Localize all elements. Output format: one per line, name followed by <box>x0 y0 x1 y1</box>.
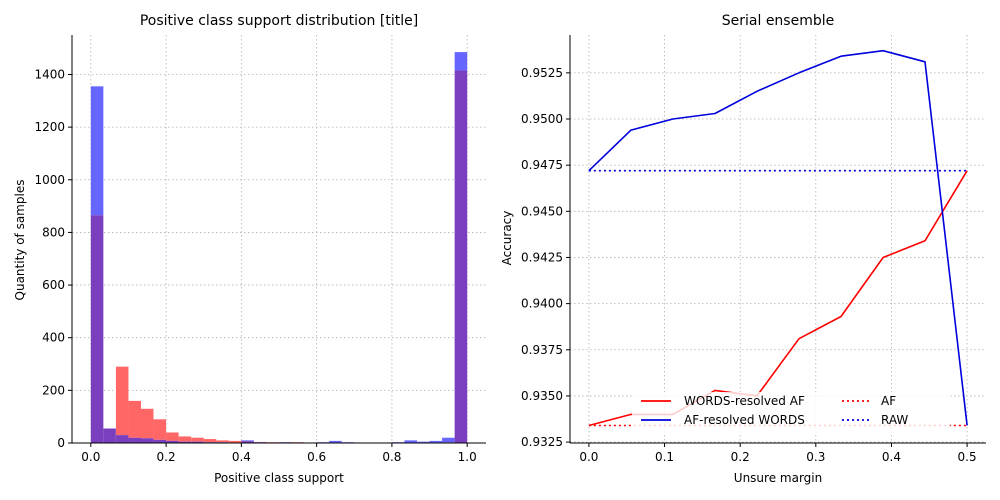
line-ytick-label: 0.9350 <box>521 389 563 403</box>
hist-bar <box>404 440 417 443</box>
hist-bar-overlap <box>166 440 179 443</box>
hist-bar-overlap <box>140 438 154 443</box>
line-ytick-label: 0.9325 <box>521 435 563 449</box>
hist-title: Positive class support distribution [tit… <box>140 13 418 29</box>
hist-bar-overlap <box>103 428 116 443</box>
hist-bar <box>216 440 229 443</box>
hist-ytick-label: 0 <box>57 436 65 450</box>
hist-bar <box>329 440 342 443</box>
hist-bar-overlap <box>241 441 254 443</box>
hist-bar <box>115 366 129 436</box>
legend-label: AF-resolved WORDS <box>684 413 805 427</box>
hist-bar <box>429 440 443 443</box>
line-xtick-label: 0.2 <box>731 450 750 464</box>
legend-frame <box>632 392 950 434</box>
line-xtick-label: 0.0 <box>579 450 598 464</box>
hist-tick-labels: 0.0 0.2 0.4 0.6 0.8 1.0 0 200 400 600 800 1000 1200 1… <box>34 67 476 464</box>
hist-bar <box>90 86 104 216</box>
hist-ytick-label: 800 <box>42 225 65 239</box>
hist-bar <box>417 441 430 443</box>
hist-bar-overlap <box>128 437 141 443</box>
hist-bar <box>178 436 192 442</box>
hist-ytick-label: 400 <box>42 331 65 345</box>
line-axes <box>566 35 986 447</box>
hist-bar <box>241 440 254 442</box>
hist-bar-overlap <box>454 70 468 443</box>
hist-bar <box>454 52 468 71</box>
line-ytick-label: 0.9400 <box>521 297 563 311</box>
line-xtick-label: 0.1 <box>655 450 674 464</box>
hist-ytick-label: 600 <box>42 278 65 292</box>
line-ytick-label: 0.9375 <box>521 343 563 357</box>
hist-bar-overlap <box>191 441 204 443</box>
line-gridlines <box>570 35 986 443</box>
hist-bar <box>140 408 154 439</box>
hist-bar-overlap <box>178 441 192 443</box>
legend-label: AF <box>881 394 896 408</box>
hist-bar <box>128 400 141 438</box>
legend-label: RAW <box>881 413 908 427</box>
hist-xtick-label: 0.6 <box>307 450 326 464</box>
hist-ytick-label: 1000 <box>34 173 65 187</box>
hist-bar <box>391 442 405 443</box>
hist-bar <box>153 419 167 440</box>
hist-bars <box>90 52 468 443</box>
hist-axes <box>68 35 486 447</box>
hist-xtick-label: 1.0 <box>458 450 477 464</box>
line-ytick-label: 0.9450 <box>521 204 563 218</box>
line-xtick-label: 0.5 <box>958 450 977 464</box>
legend: WORDS-resolved AF AF-resolved WORDS AF RAW <box>632 392 950 434</box>
hist-xtick-label: 0.2 <box>157 450 176 464</box>
series-line-af-resolved-words <box>588 49 968 426</box>
hist-bar-overlap <box>90 215 104 443</box>
hist-ytick-label: 200 <box>42 383 65 397</box>
line-title: Serial ensemble <box>722 13 835 29</box>
line-tick-labels: 0.0 0.1 0.2 0.3 0.4 0.5 0.9325 0.9350 0.9375 0.94… <box>521 66 977 464</box>
line-series-group <box>588 49 968 427</box>
histogram-panel: Positive class support distribution [tit… <box>13 13 486 485</box>
hist-xtick-label: 0.8 <box>382 450 401 464</box>
legend-label: WORDS-resolved AF <box>684 394 805 408</box>
series-line-words-resolved-af <box>588 170 968 427</box>
line-ylabel: Accuracy <box>500 211 514 266</box>
hist-ytick-label: 1200 <box>34 120 65 134</box>
line-xlabel: Unsure margin <box>734 471 822 485</box>
hist-ylabel: Quantity of samples <box>13 180 27 301</box>
hist-xtick-label: 0.0 <box>81 450 100 464</box>
hist-bar-overlap <box>153 439 167 443</box>
line-ytick-label: 0.9500 <box>521 112 563 126</box>
hist-gridlines <box>72 35 486 444</box>
line-panel: Serial ensemble Unsure margin Accuracy 0… <box>500 13 986 485</box>
line-ytick-label: 0.9425 <box>521 250 563 264</box>
line-ytick-label: 0.9525 <box>521 66 563 80</box>
line-xtick-label: 0.4 <box>882 450 901 464</box>
hist-bar <box>191 437 204 442</box>
hist-bar <box>203 439 217 443</box>
line-xtick-label: 0.3 <box>806 450 825 464</box>
hist-bar-overlap <box>115 435 129 443</box>
hist-xtick-label: 0.4 <box>232 450 251 464</box>
hist-bar <box>228 440 242 443</box>
hist-ytick-label: 1400 <box>34 67 65 81</box>
hist-bar <box>442 437 455 443</box>
hist-bar <box>166 432 179 441</box>
line-ytick-label: 0.9475 <box>521 158 563 172</box>
hist-xlabel: Positive class support <box>214 471 344 485</box>
